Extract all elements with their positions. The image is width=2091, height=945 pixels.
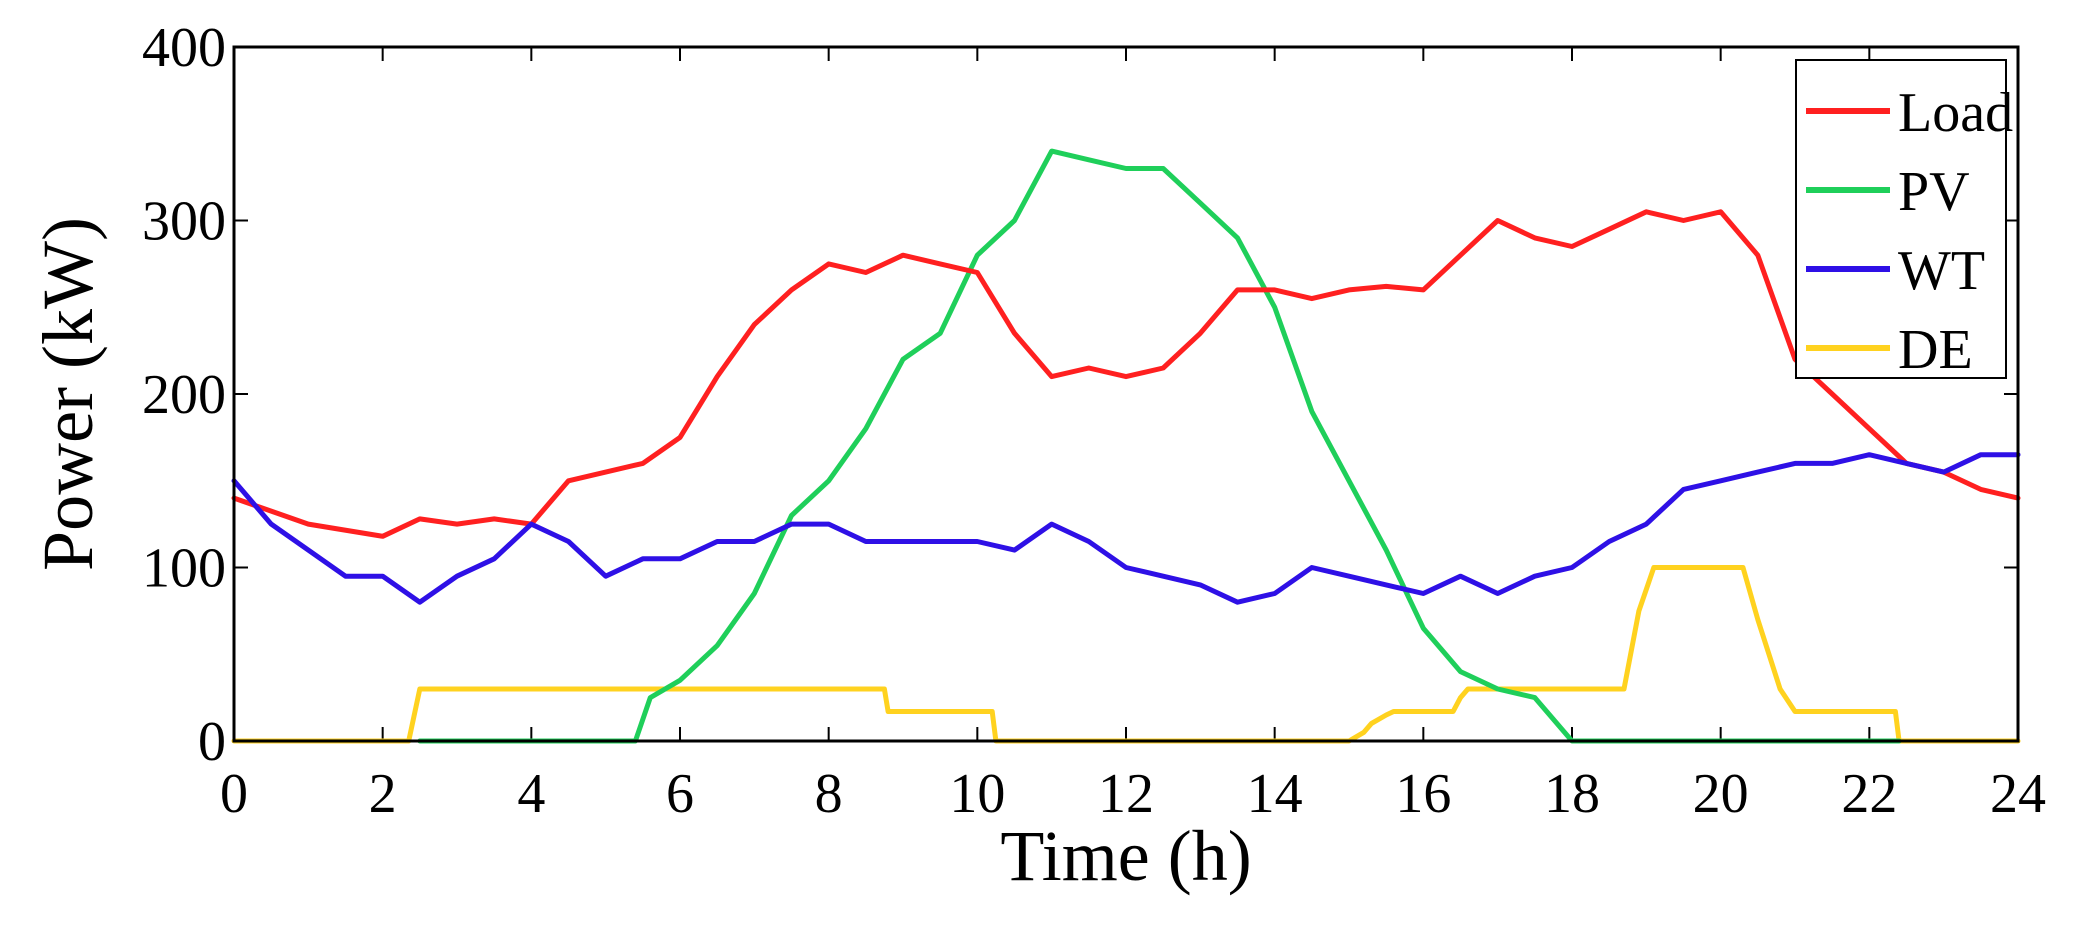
y-tick-label: 0: [198, 711, 226, 773]
series-line-load: [231, 209, 2021, 539]
legend: Load PV WT DE: [1795, 59, 2013, 381]
x-tick-label: 4: [517, 763, 545, 825]
series-line-pv: [417, 148, 1902, 744]
series-line-de: [231, 565, 2021, 744]
y-tick-label: 300: [142, 191, 226, 253]
series-line-wt: [231, 452, 2021, 605]
legend-label-wt: WT: [1898, 240, 1985, 302]
x-tick-label: 16: [1395, 763, 1451, 825]
legend-label-pv: PV: [1898, 161, 1970, 223]
x-tick-label: 0: [220, 763, 248, 825]
data-series: [231, 148, 2021, 744]
x-tick-label: 14: [1247, 763, 1303, 825]
y-tick-label: 100: [142, 538, 226, 600]
x-tick-label: 6: [666, 763, 694, 825]
y-axis-title: Power (kW): [28, 217, 108, 571]
x-axis-title: Time (h): [1000, 816, 1251, 896]
legend-label-de: DE: [1898, 319, 1973, 381]
x-tick-label: 20: [1693, 763, 1749, 825]
x-tick-label: 24: [1990, 763, 2046, 825]
x-tick-label: 2: [369, 763, 397, 825]
x-tick-label: 10: [949, 763, 1005, 825]
y-tick-label: 200: [142, 364, 226, 426]
plot-frame: [232, 45, 2020, 743]
legend-label-load: Load: [1898, 82, 2013, 144]
x-tick-label: 18: [1544, 763, 1600, 825]
x-tick-label: 22: [1841, 763, 1897, 825]
y-tick-label: 400: [142, 17, 226, 79]
x-tick-label: 8: [815, 763, 843, 825]
x-tick-label: 12: [1098, 763, 1154, 825]
